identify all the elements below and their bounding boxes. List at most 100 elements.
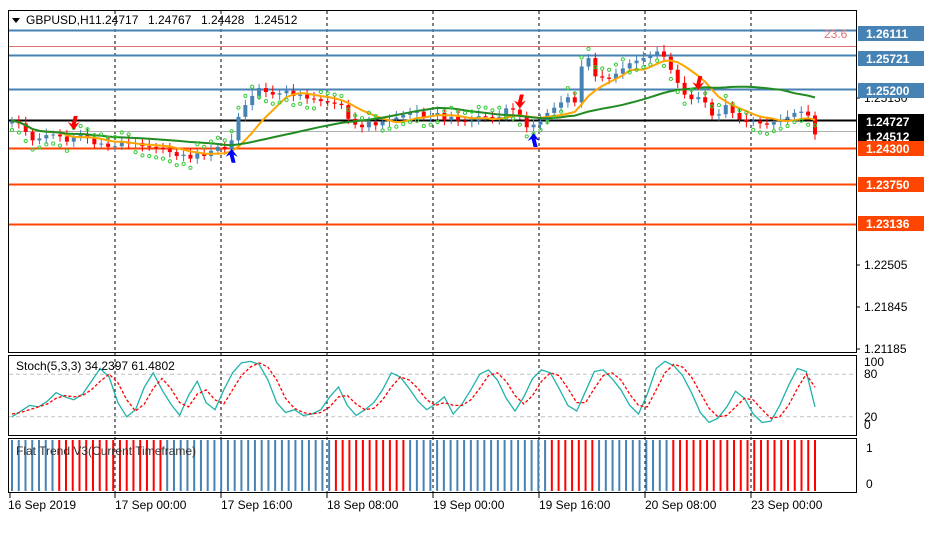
candle-body: [188, 154, 193, 159]
price-label-box: [858, 216, 924, 231]
candle-body: [112, 146, 117, 148]
sar-dot: [778, 126, 783, 131]
candle-body: [215, 146, 220, 151]
x-tick-label: 19 Sep 16:00: [539, 498, 611, 512]
price-label-box: [858, 114, 924, 129]
sar-dot: [552, 114, 557, 119]
candle-body: [380, 121, 385, 126]
sar-dot: [401, 121, 406, 127]
sar-dot: [394, 124, 399, 129]
parabolic-sar-dots: [9, 46, 818, 170]
sar-dot: [538, 127, 543, 132]
sar-dot: [456, 109, 461, 114]
ohlc-open: 1.24717: [95, 13, 139, 27]
candle-body: [311, 98, 316, 100]
sar-dot: [133, 150, 138, 155]
sar-dot: [16, 130, 21, 135]
candle-body: [284, 90, 289, 94]
candle-body: [716, 114, 721, 116]
sar-dot: [51, 141, 56, 146]
candle-body: [469, 120, 474, 123]
flat-trend-tick-label: 0: [866, 477, 873, 491]
candle-body: [250, 95, 255, 106]
sar-dot: [298, 101, 303, 106]
candle-body: [696, 97, 701, 100]
sell-arrow-icon: [692, 76, 705, 91]
sar-dot: [160, 156, 166, 161]
time-axis: 16 Sep 2019 17 Sep 00:00 17 Sep 16:00 18 Se…: [8, 493, 823, 512]
price-label-box: [858, 51, 924, 66]
candle-body: [703, 97, 708, 103]
sar-dot: [222, 138, 227, 143]
sar-dot: [744, 110, 749, 116]
sar-dot: [236, 105, 241, 110]
sar-dot: [229, 129, 234, 134]
candle-body: [593, 58, 598, 77]
ohlc-low: 1.24428: [201, 13, 245, 27]
candle-body: [30, 131, 35, 141]
sar-dot: [64, 148, 70, 153]
sar-dot: [593, 65, 598, 70]
candle-body: [51, 134, 56, 136]
sar-dot: [449, 105, 454, 110]
candle-body: [689, 94, 694, 100]
sar-dot: [504, 115, 509, 120]
sar-dot: [195, 142, 200, 147]
candle-body: [675, 69, 680, 83]
candle-body: [764, 123, 769, 125]
candle-body: [243, 105, 248, 117]
y-tick-label: 1.22505: [864, 258, 908, 272]
sar-dot: [126, 132, 131, 137]
sar-dot: [250, 84, 255, 89]
sar-dot: [99, 132, 104, 137]
candle-body: [620, 68, 625, 74]
sar-dot: [709, 104, 715, 109]
stoch-tick-label: 80: [864, 367, 878, 381]
candle-body: [710, 102, 715, 116]
sar-dot: [284, 97, 289, 102]
candle-body: [668, 56, 673, 70]
sar-dot: [497, 105, 502, 110]
vertical-grid: [114, 11, 752, 492]
sar-dot: [23, 138, 28, 144]
candle-body: [64, 136, 69, 142]
candle-body: [167, 149, 172, 153]
candle-body: [799, 111, 804, 113]
candle-body: [737, 112, 742, 120]
sar-dot: [792, 119, 797, 125]
candle-body: [483, 116, 488, 118]
price-label-text: 1.25721: [866, 52, 910, 66]
sar-dot: [737, 108, 742, 113]
chart-menu-triangle-icon[interactable]: [12, 18, 20, 23]
candle-body: [366, 122, 371, 128]
candle-body: [147, 146, 152, 148]
horizontal-levels: [9, 29, 856, 226]
candle-body: [160, 148, 165, 150]
sar-dot: [517, 122, 522, 127]
sar-dot: [112, 134, 118, 140]
sar-dot: [586, 46, 591, 51]
candle-body: [408, 112, 413, 115]
sar-dot: [442, 108, 447, 114]
candle-body: [524, 115, 529, 128]
x-tick-label: 17 Sep 00:00: [115, 498, 187, 512]
candle-body: [806, 111, 811, 116]
candle-body: [504, 108, 509, 117]
price-label-box: [858, 129, 924, 144]
sar-dot: [305, 105, 310, 110]
sar-dot: [462, 110, 468, 116]
candle-body: [92, 138, 97, 145]
candle-body: [270, 92, 275, 95]
stoch-tick-label: 0: [864, 418, 871, 432]
moving-average-fast-line: [11, 59, 816, 155]
sar-dot: [565, 85, 571, 91]
sar-dot: [730, 101, 735, 106]
candle-body: [257, 88, 262, 96]
candle-body: [771, 122, 776, 125]
sar-dot: [476, 104, 481, 110]
candle-body: [318, 99, 323, 102]
sar-dot: [757, 130, 763, 135]
candle-body: [71, 137, 76, 142]
sar-dot: [167, 159, 172, 164]
candle-body: [181, 154, 186, 157]
